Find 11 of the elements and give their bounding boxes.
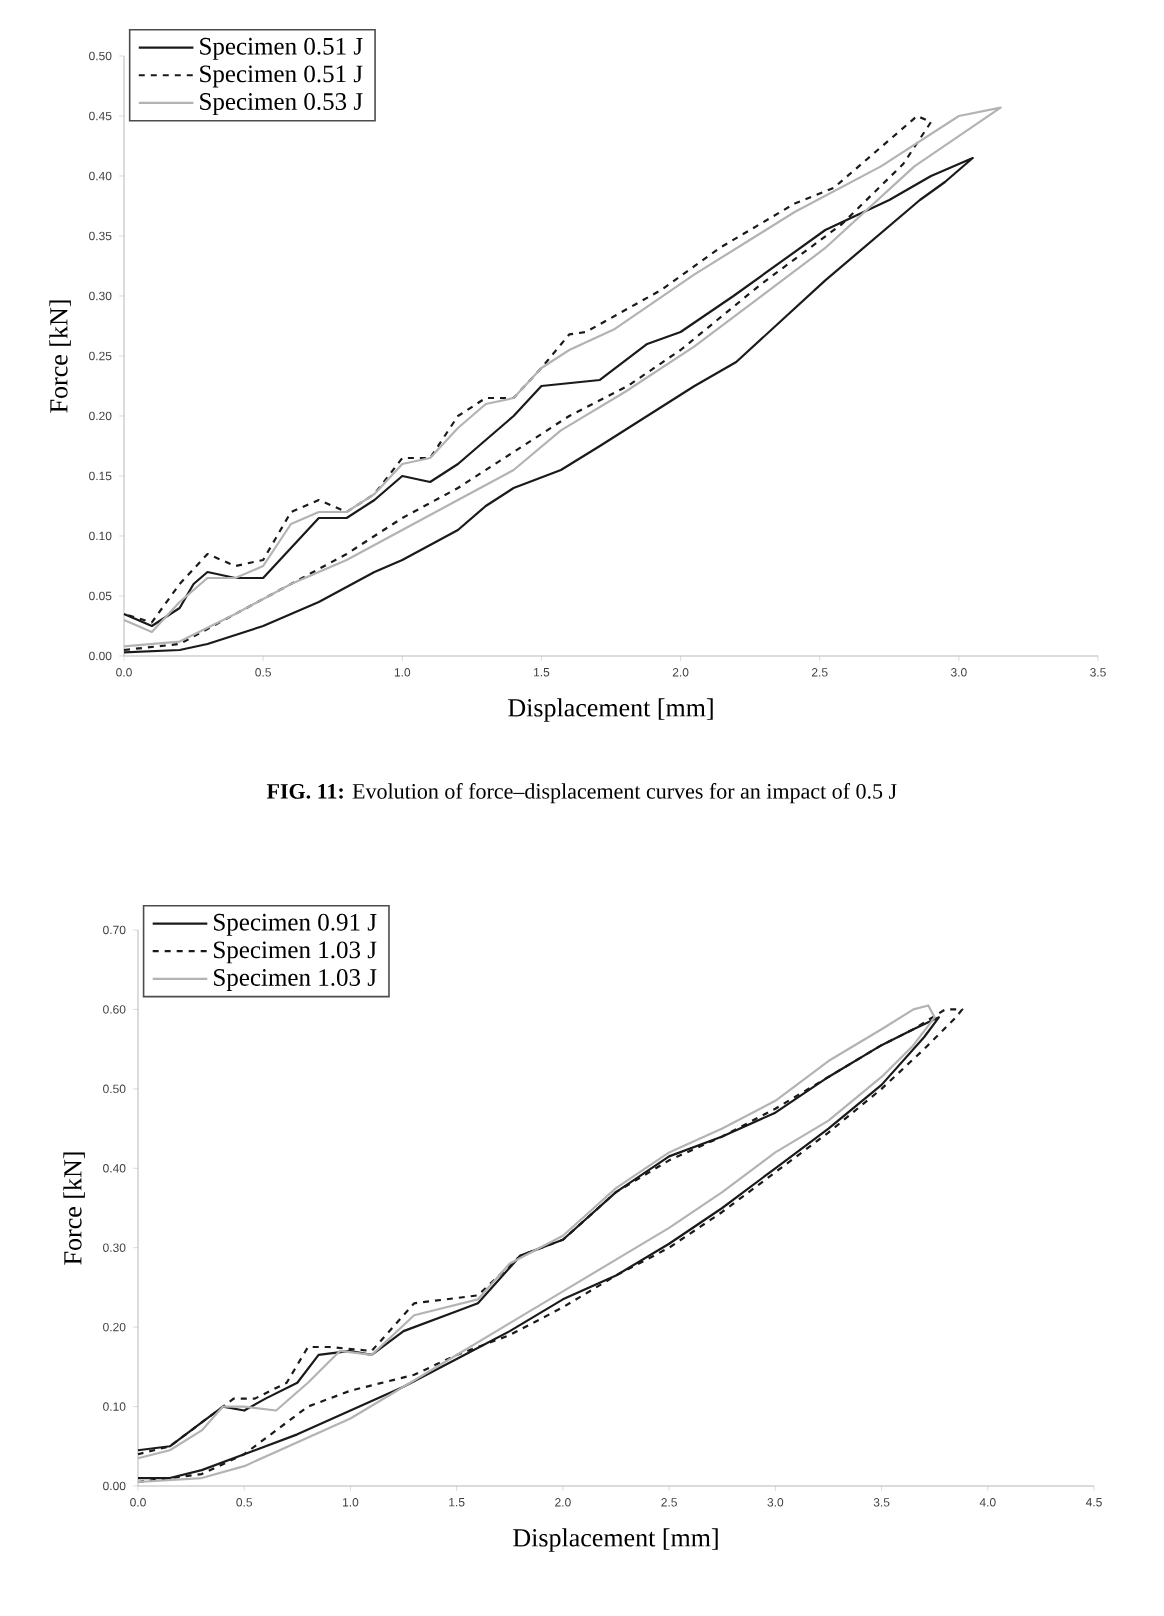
legend-label: Specimen 0.51 J xyxy=(200,37,363,60)
y-axis-title: Force [kN] xyxy=(63,1152,85,1265)
legend-label: Specimen 0.53 J xyxy=(200,93,363,116)
legend-label: Specimen 1.03 J xyxy=(214,941,377,964)
text: FIG. 11: Evolution of force–displacement curves for an impact of 0.5 J xyxy=(266,783,897,804)
legend-label: Specimen 0.51 J xyxy=(200,65,363,88)
legend-label: Specimen 0.91 J xyxy=(214,913,377,936)
x-axis-title: Displacement [mm] xyxy=(513,1528,718,1552)
legend-label: Specimen 1.03 J xyxy=(214,969,377,991)
y-axis-title: Force [kN] xyxy=(49,300,71,413)
x-axis-title: Displacement [mm] xyxy=(508,698,713,722)
